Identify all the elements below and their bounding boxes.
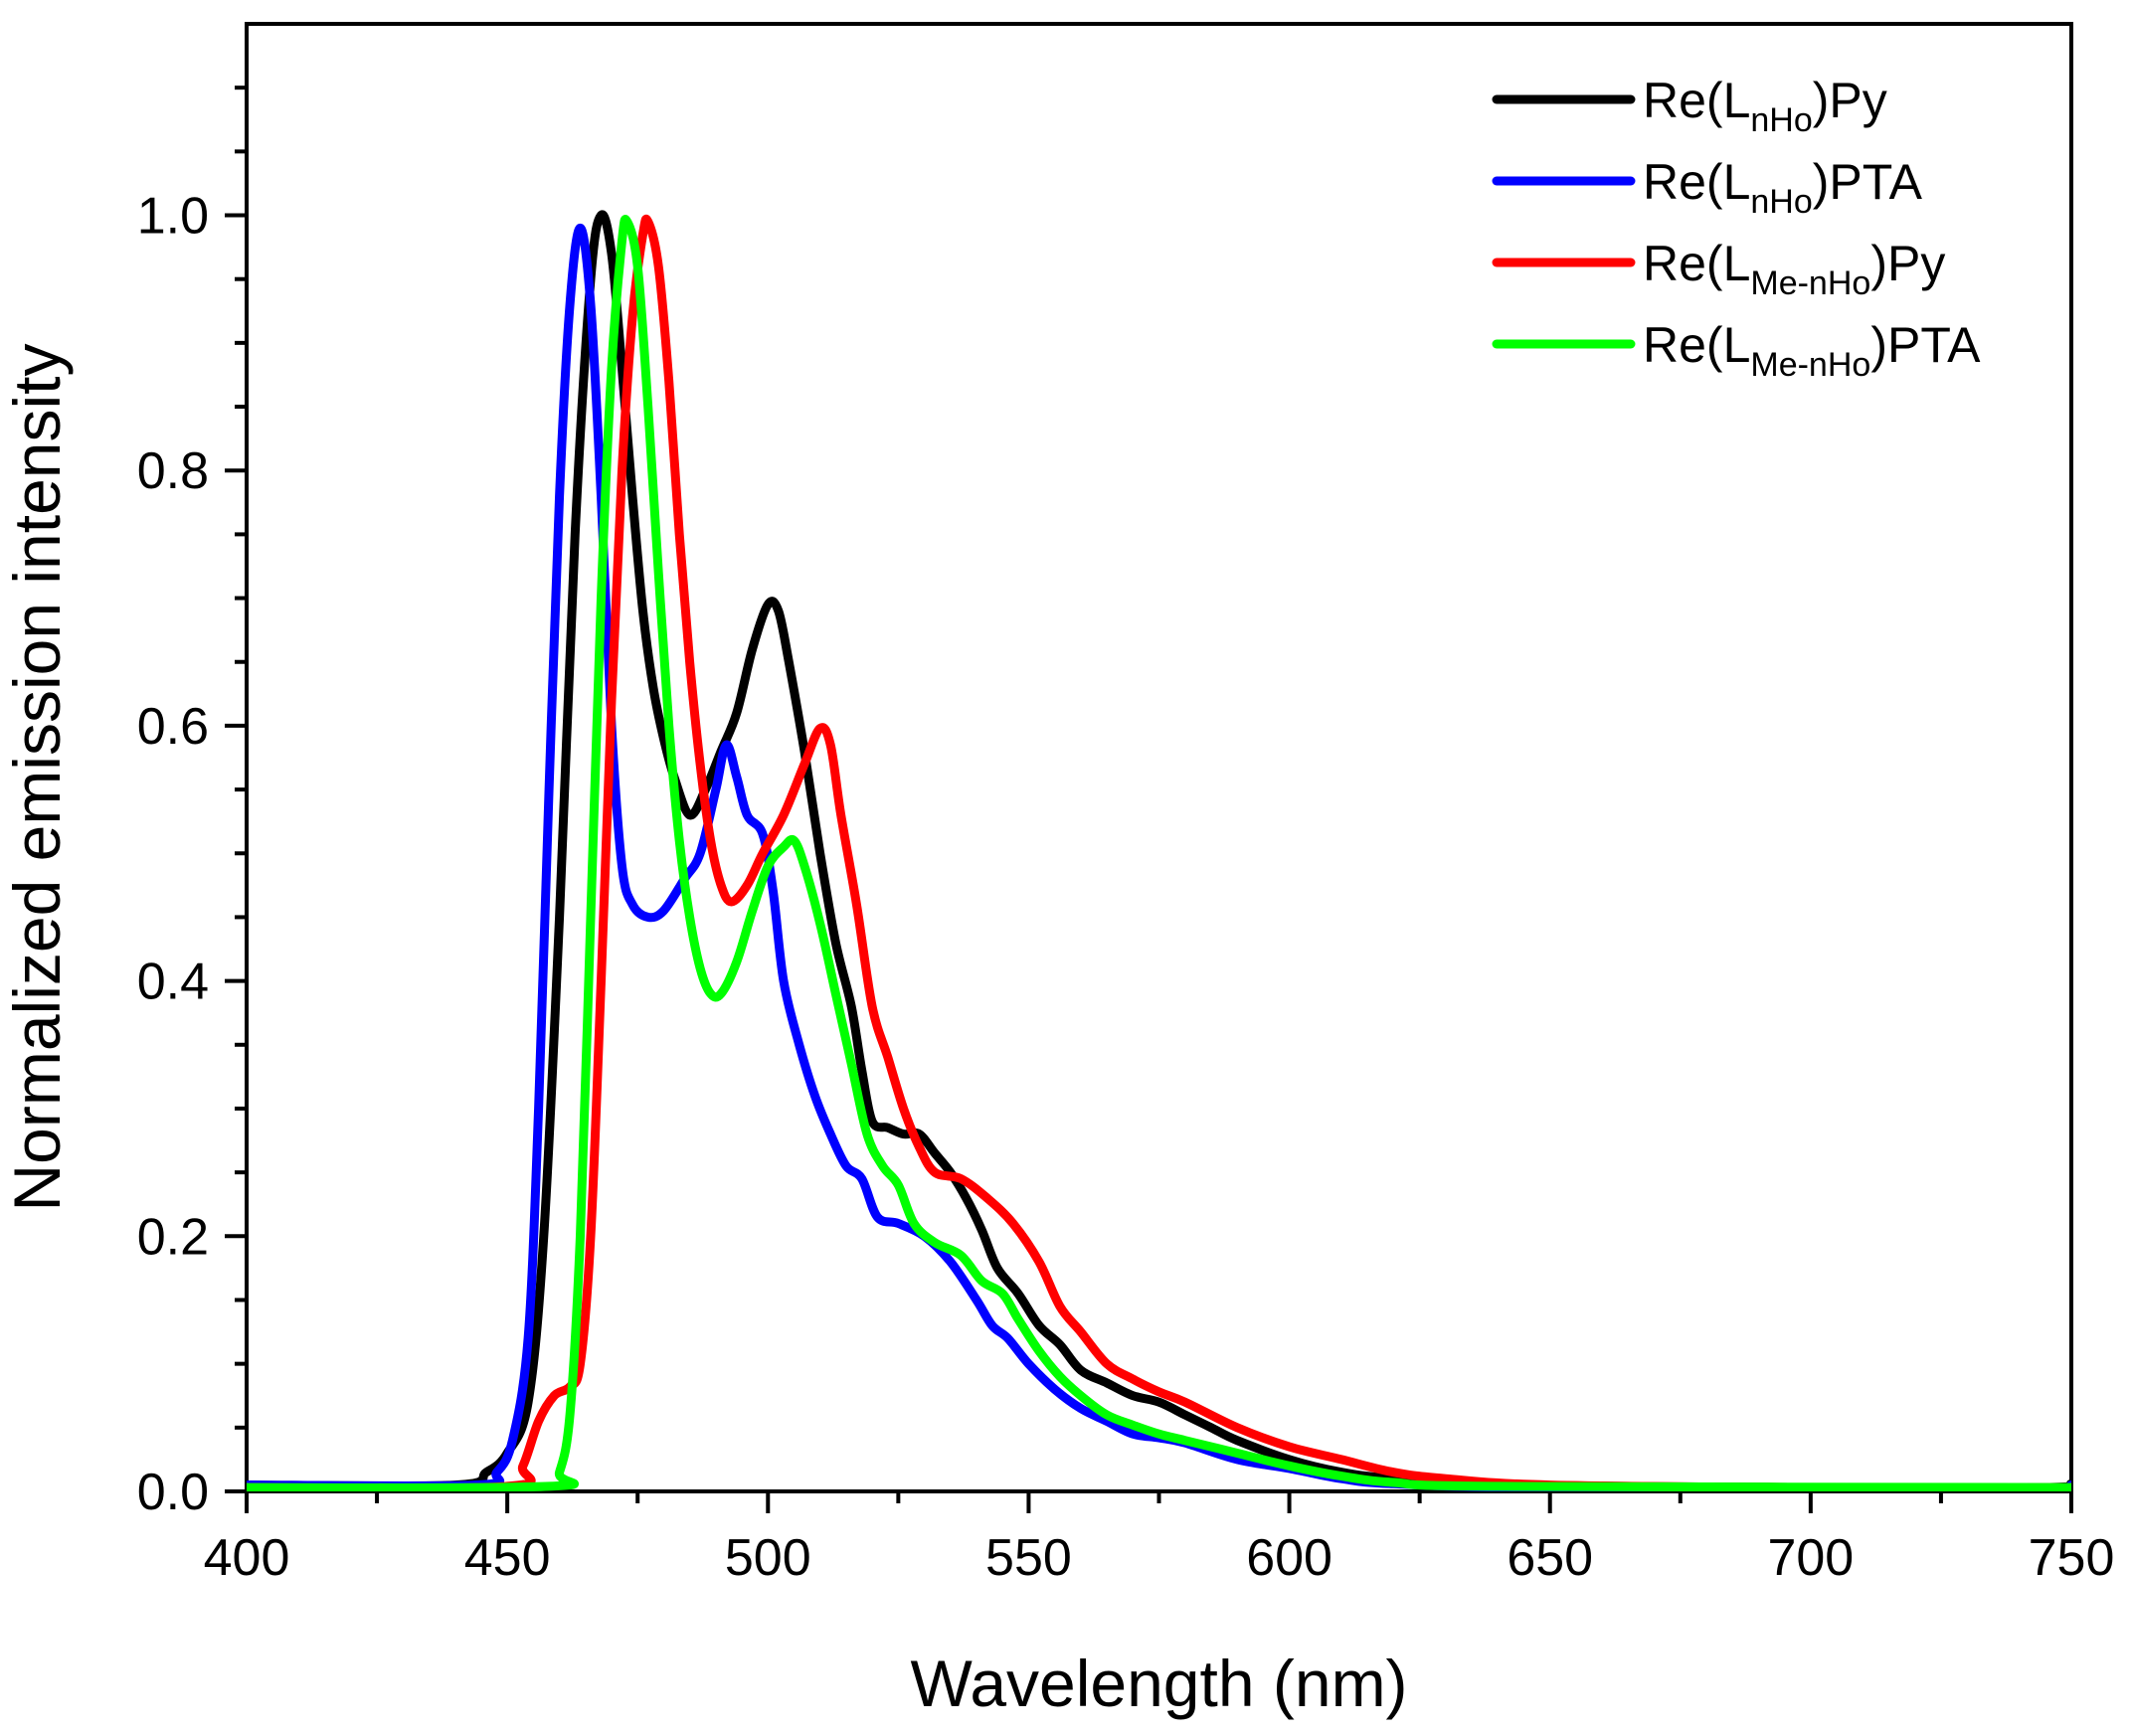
y-tick-label: 1.0: [137, 188, 209, 246]
y-tick-label: 0.6: [137, 698, 209, 756]
series-lines: [247, 210, 2071, 1491]
legend-label-2: Re(LnHo)PTA: [1643, 154, 1923, 221]
y-axis-title: Normalized emission intensity: [0, 344, 74, 1212]
series-line-3: [247, 214, 2071, 1491]
legend-label-4: Re(LMe-nHo)PTA: [1643, 317, 1981, 384]
x-tick-label: 600: [1246, 1529, 1332, 1587]
x-tick-label: 500: [725, 1529, 811, 1587]
plot-frame: [245, 22, 2073, 1493]
legend: Re(LnHo)Py Re(LnHo)PTA Re(LMe-nHo)Py Re(LMe…: [1492, 73, 1981, 384]
axes: 400 450 500 550 600 650 700 750 0.0 0.2 0.4 0.6 0.8 1…: [137, 86, 2115, 1587]
legend-label-3: Re(LMe-nHo)Py: [1643, 236, 1945, 302]
y-tick-label: 0.8: [137, 442, 209, 500]
y-tick-label: 0.0: [137, 1464, 209, 1521]
x-axis-title: Wavelength (nm): [910, 1647, 1407, 1720]
x-tick-label: 450: [464, 1529, 551, 1587]
x-tick-label: 650: [1507, 1529, 1593, 1587]
x-tick-label: 700: [1767, 1529, 1854, 1587]
x-tick-label: 550: [985, 1529, 1072, 1587]
x-tick-label: 750: [2029, 1529, 2115, 1587]
plot-area: [245, 22, 2073, 1493]
y-tick-label: 0.2: [137, 1208, 209, 1266]
y-tick-label: 0.4: [137, 954, 209, 1011]
series-line-1: [247, 210, 2071, 1491]
series-line-4: [247, 215, 2071, 1491]
x-tick-label: 400: [204, 1529, 290, 1587]
legend-label-1: Re(LnHo)Py: [1643, 73, 1887, 139]
